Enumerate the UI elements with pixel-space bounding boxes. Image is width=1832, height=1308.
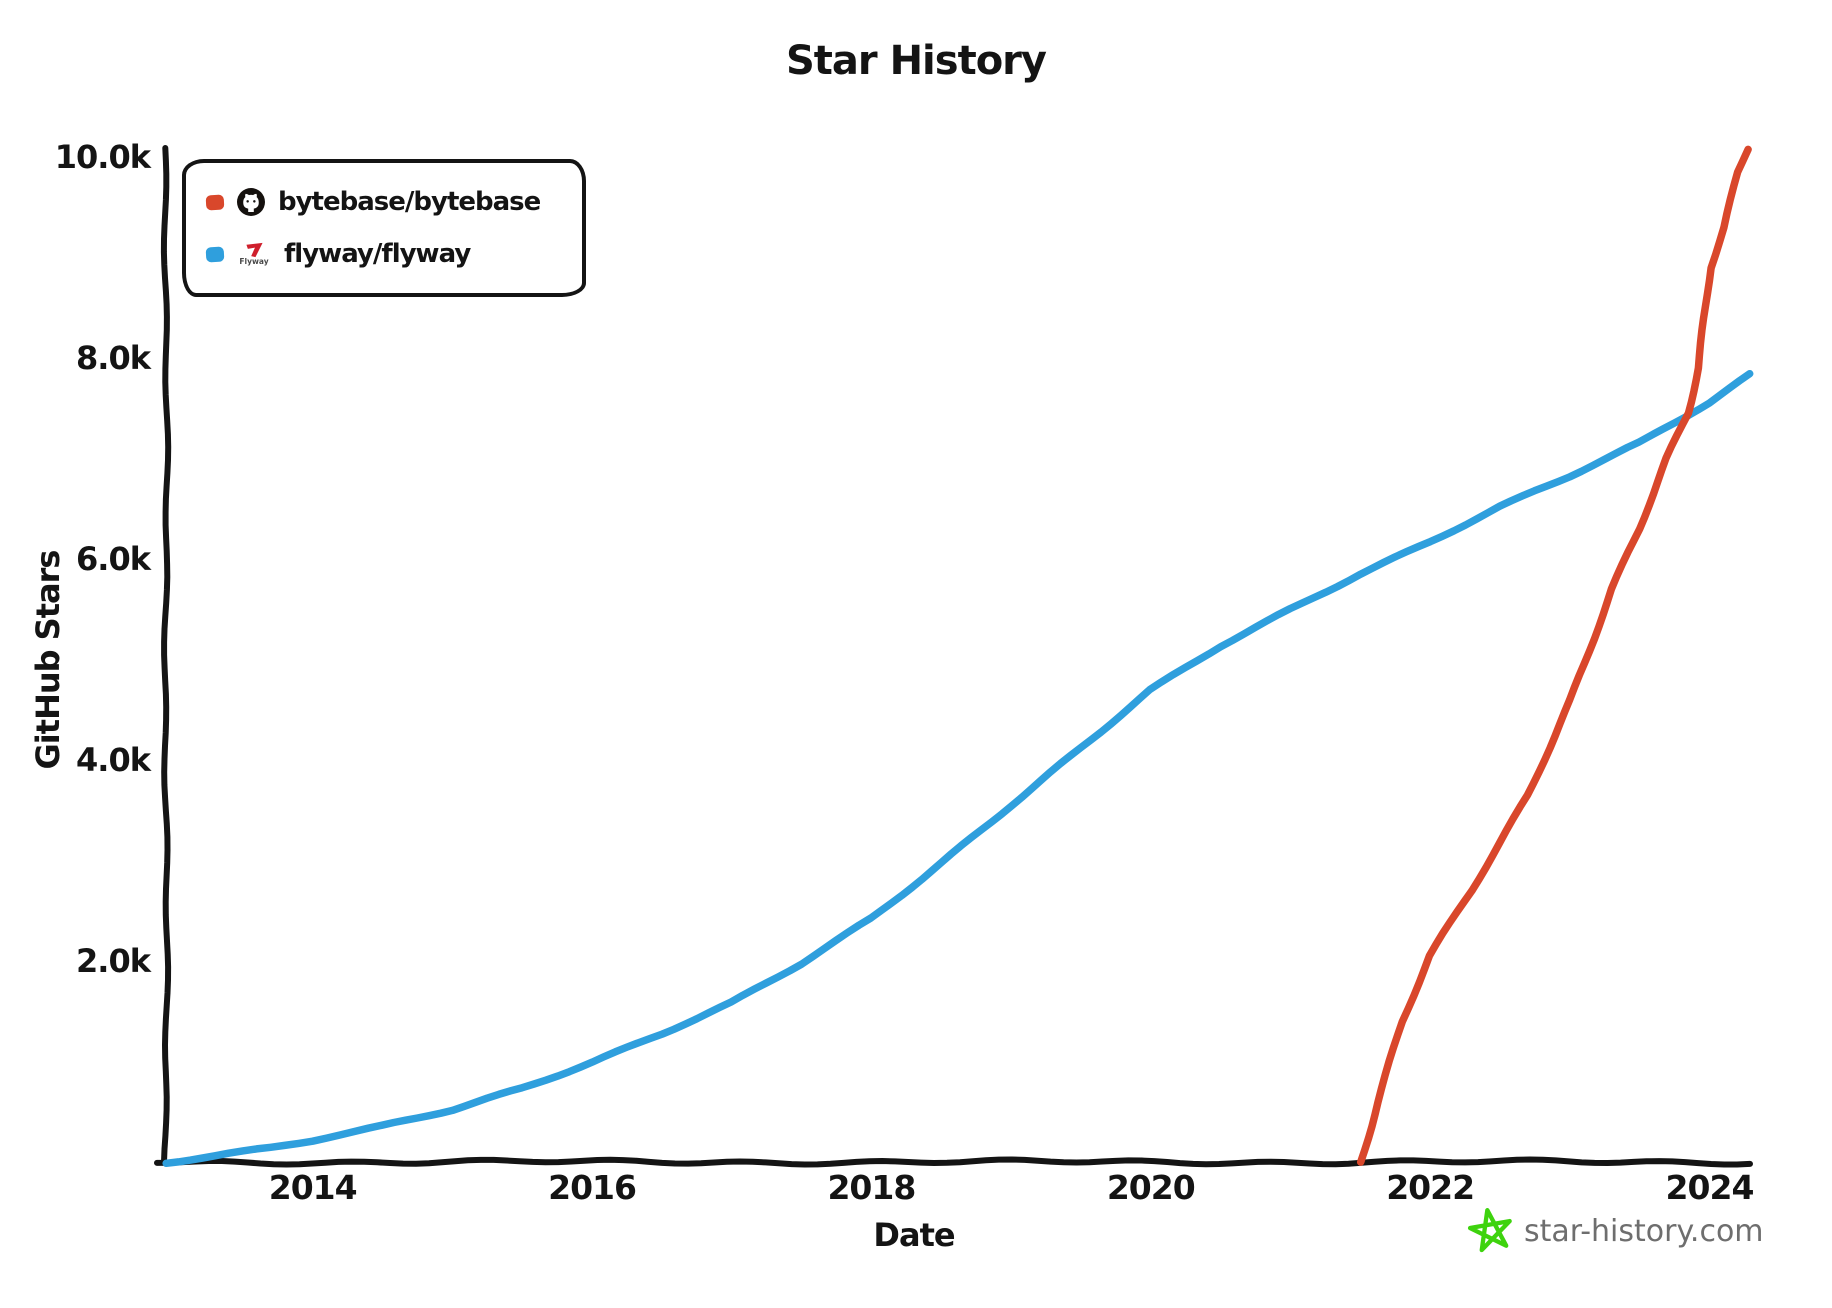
x-tick-2024: 2024 [1665,1168,1755,1207]
x-axis-title: Date [873,1216,955,1254]
y-tick-10.0k: 10.0k [54,138,151,177]
x-tick-2014: 2014 [268,1168,358,1207]
legend-label-bytebase: bytebase/bytebase [278,187,541,217]
x-tick-2022: 2022 [1386,1168,1475,1207]
x-tick-2020: 2020 [1106,1168,1196,1207]
footer-brand[interactable]: star-history.com [1466,1206,1764,1256]
bytebase-swatch [205,194,225,210]
x-tick-2016: 2016 [548,1168,637,1207]
flyway-swatch [205,246,225,262]
y-tick-6.0k: 6.0k [76,540,151,579]
flyway-icon-label: Flyway [239,257,269,266]
brand-text[interactable]: star-history.com [1524,1213,1764,1249]
legend-item-bytebase: bytebase/bytebase [205,187,582,217]
brand-star-icon [1467,1208,1512,1253]
x-tick-2018: 2018 [827,1168,916,1207]
x-axis-line [154,1156,1753,1168]
legend: bytebase/bytebase Flyway flyway/flyway [182,159,586,297]
legend-label-flyway: flyway/flyway [284,239,471,269]
legend-item-flyway: Flyway flyway/flyway [205,239,582,269]
bytebase-line [1356,145,1752,1166]
flyway-line [162,369,1754,1168]
y-tick-4.0k: 4.0k [76,741,151,780]
y-axis-line [160,145,172,1165]
y-tick-2.0k: 2.0k [76,942,151,980]
github-icon [237,188,265,216]
y-axis-title: GitHub Stars [29,550,67,770]
y-tick-8.0k: 8.0k [76,339,151,378]
page-title: Star History [786,38,1047,84]
flyway-icon: Flyway [237,242,271,266]
